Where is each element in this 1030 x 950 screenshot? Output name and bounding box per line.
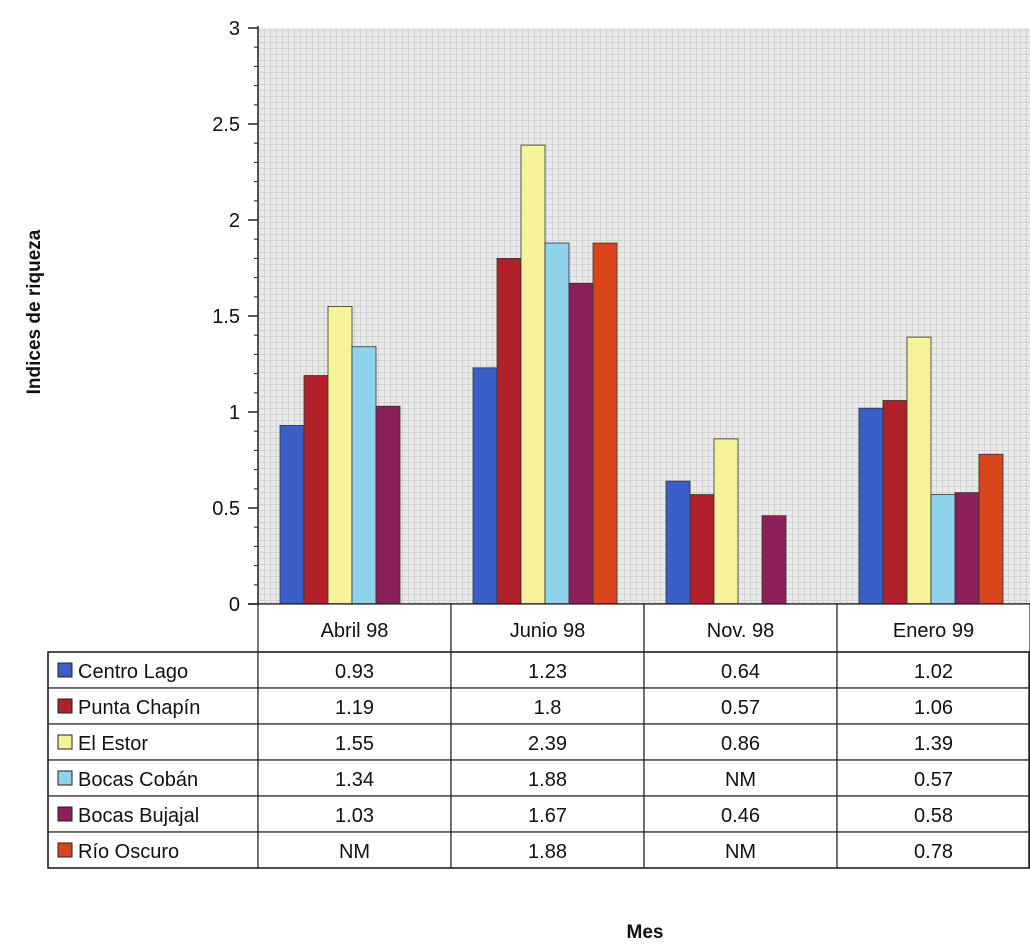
data-label: 1.88 xyxy=(528,769,567,791)
category-header-cell xyxy=(257,603,452,653)
bar xyxy=(520,144,546,605)
x-axis-title: Mes xyxy=(627,922,664,943)
value-cell xyxy=(257,831,452,869)
data-label: 0.58 xyxy=(914,805,953,827)
data-label: NM xyxy=(725,841,756,863)
bar xyxy=(496,257,522,605)
data-label: 1.03 xyxy=(335,805,374,827)
x-tick-label: Abril 98 xyxy=(321,620,389,642)
value-cell xyxy=(836,723,1030,761)
data-label: 0.57 xyxy=(721,697,760,719)
data-label: 1.88 xyxy=(528,841,567,863)
value-cell xyxy=(836,651,1030,689)
data-label: 1.8 xyxy=(534,697,562,719)
value-cell xyxy=(836,759,1030,797)
bar xyxy=(930,494,956,605)
bar xyxy=(279,425,305,605)
y-tick-label: 2.5 xyxy=(212,114,240,136)
data-label: NM xyxy=(339,841,370,863)
bar xyxy=(351,346,377,605)
data-table: Abril 98 Junio 98 Nov. 98 Enero 99 Centro La… xyxy=(47,603,1030,869)
data-label: 1.19 xyxy=(335,697,374,719)
bar xyxy=(472,367,498,605)
bars xyxy=(279,144,1004,605)
bar xyxy=(906,336,932,605)
value-cell xyxy=(257,723,452,761)
data-label: 0.78 xyxy=(914,841,953,863)
y-tick-label: 0.5 xyxy=(212,498,240,520)
legend-swatch xyxy=(57,842,73,858)
legend-entry: Punta Chapín xyxy=(78,697,200,719)
value-cell xyxy=(836,795,1030,833)
data-label: 0.64 xyxy=(721,661,760,683)
table-border xyxy=(47,651,1030,869)
data-label: 1.39 xyxy=(914,733,953,755)
bar xyxy=(375,405,401,605)
legend-entry: Centro Lago xyxy=(78,661,188,683)
category-header-cell xyxy=(450,603,645,653)
bar xyxy=(544,242,570,605)
y-tick-label: 0 xyxy=(229,594,240,616)
legend-swatch xyxy=(57,698,73,714)
category-header-cell xyxy=(836,603,1030,653)
y-tick-label: 1 xyxy=(229,402,240,424)
legend-entry: El Estor xyxy=(78,733,148,755)
y-tick-label: 2 xyxy=(229,210,240,232)
legend-entry: Río Oscuro xyxy=(78,841,179,863)
bar xyxy=(882,400,908,605)
data-label: 1.67 xyxy=(528,805,567,827)
y-tick-label: 3 xyxy=(229,18,240,40)
x-tick-label: Nov. 98 xyxy=(707,620,774,642)
data-label: 1.02 xyxy=(914,661,953,683)
value-cell xyxy=(643,759,838,797)
data-label: 0.86 xyxy=(721,733,760,755)
legend-swatch xyxy=(57,734,73,750)
data-label: 1.23 xyxy=(528,661,567,683)
bar xyxy=(761,515,787,605)
data-label: 1.06 xyxy=(914,697,953,719)
bar xyxy=(713,438,739,605)
data-label: 0.46 xyxy=(721,805,760,827)
value-cell xyxy=(643,723,838,761)
data-label: NM xyxy=(725,769,756,791)
bar xyxy=(978,453,1004,605)
legend-swatch xyxy=(57,806,73,822)
value-cell xyxy=(836,687,1030,725)
y-tick-label: 1.5 xyxy=(212,306,240,328)
bar xyxy=(858,407,884,605)
legend-swatch xyxy=(57,662,73,678)
legend-entry: Bocas Bujajal xyxy=(78,805,199,827)
bar xyxy=(954,492,980,605)
value-cell xyxy=(836,831,1030,869)
bar xyxy=(327,305,353,605)
value-cell xyxy=(450,723,645,761)
data-label: 0.93 xyxy=(335,661,374,683)
x-tick-label: Junio 98 xyxy=(510,620,586,642)
bar xyxy=(689,494,715,605)
data-label: 1.55 xyxy=(335,733,374,755)
data-label: 0.57 xyxy=(914,769,953,791)
axis-titles: Indices de riqueza Mes xyxy=(24,229,663,943)
value-cell xyxy=(257,759,452,797)
value-cell xyxy=(450,795,645,833)
value-cell xyxy=(450,651,645,689)
y-axis-title: Indices de riqueza xyxy=(24,229,45,394)
category-header-cell xyxy=(643,603,838,653)
data-label: 2.39 xyxy=(528,733,567,755)
data-label: 1.34 xyxy=(335,769,374,791)
bar xyxy=(303,375,329,605)
legend-swatch xyxy=(57,770,73,786)
bar xyxy=(568,282,594,605)
legend-entry: Bocas Cobán xyxy=(78,769,198,791)
x-tick-label: Enero 99 xyxy=(893,620,974,642)
bar xyxy=(592,242,618,605)
bar xyxy=(665,480,691,605)
